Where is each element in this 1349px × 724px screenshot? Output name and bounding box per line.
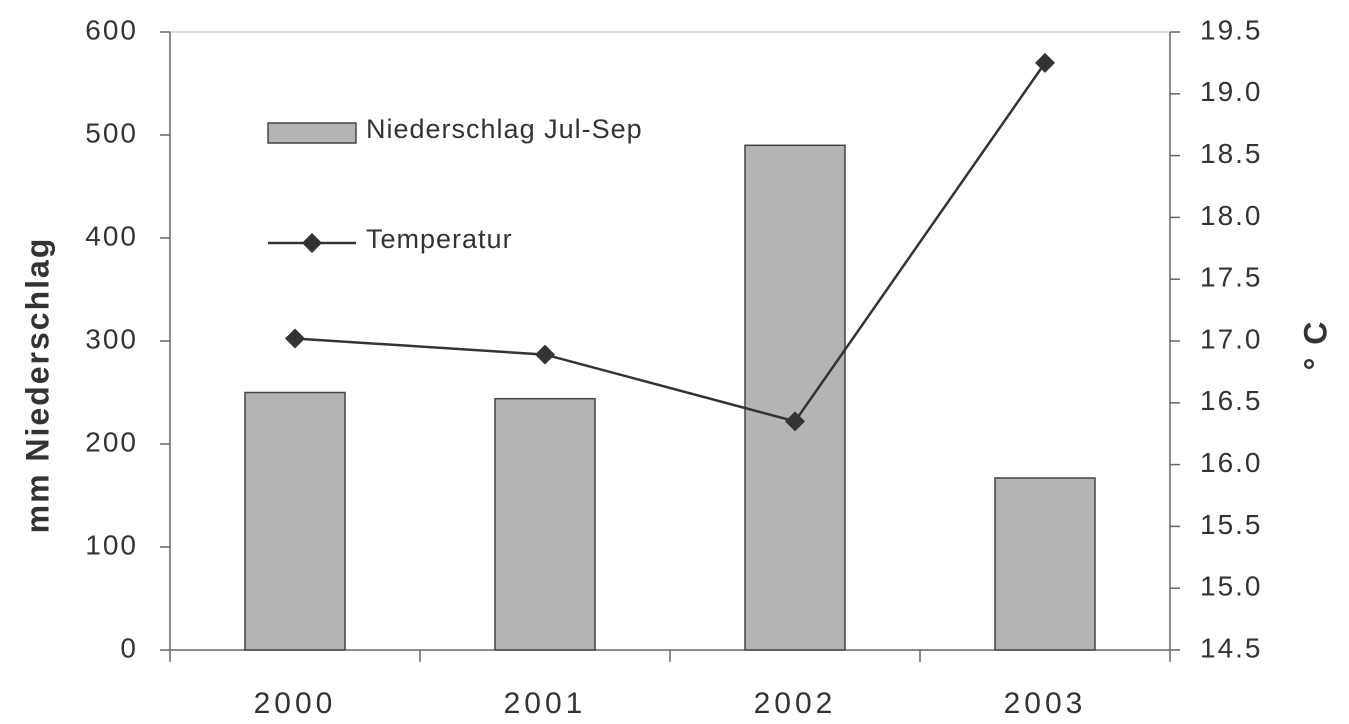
bar xyxy=(494,397,596,651)
legend-label: Niederschlag Jul-Sep xyxy=(366,114,643,144)
y-tick-label: 300 xyxy=(85,323,138,354)
y-tick-label: 0 xyxy=(120,632,138,663)
y2-tick-label: 17.5 xyxy=(1200,262,1263,293)
line xyxy=(294,62,1047,423)
legend-label: Temperatur xyxy=(366,224,513,254)
y2-tick-label: 16.0 xyxy=(1200,447,1263,478)
y-axis-title: mm Niederschlag xyxy=(19,237,55,534)
y2-tick-label: 17.0 xyxy=(1200,323,1263,354)
bar xyxy=(744,144,846,651)
y2-tick-label: 14.5 xyxy=(1200,632,1263,663)
y-tick-label: 600 xyxy=(85,14,138,45)
y2-tick-label: 15.5 xyxy=(1200,509,1263,540)
x-tick-label: 2001 xyxy=(504,687,587,720)
y2-tick-label: 18.5 xyxy=(1200,138,1263,169)
legend-marker xyxy=(302,233,322,253)
y2-tick-label: 19.5 xyxy=(1200,14,1263,45)
y2-tick-label: 15.0 xyxy=(1200,571,1263,602)
marker xyxy=(1035,52,1055,73)
marker xyxy=(785,411,805,432)
y2-tick-label: 19.0 xyxy=(1200,76,1263,107)
x-tick-label: 2000 xyxy=(254,687,337,720)
y2-tick-label: 16.5 xyxy=(1200,385,1263,416)
y-tick-label: 500 xyxy=(85,117,138,148)
y-tick-label: 400 xyxy=(85,220,138,251)
marker xyxy=(285,328,305,349)
y-tick-label: 200 xyxy=(85,426,138,457)
x-tick-label: 2003 xyxy=(1004,687,1087,720)
legend-swatch xyxy=(267,122,357,144)
marker xyxy=(535,344,555,365)
y2-axis-title: ° C xyxy=(1297,320,1333,371)
x-tick-label: 2002 xyxy=(754,687,837,720)
y-tick-label: 100 xyxy=(85,529,138,560)
y2-tick-label: 18.0 xyxy=(1200,200,1263,231)
bar xyxy=(994,477,1096,651)
bar xyxy=(244,391,346,651)
